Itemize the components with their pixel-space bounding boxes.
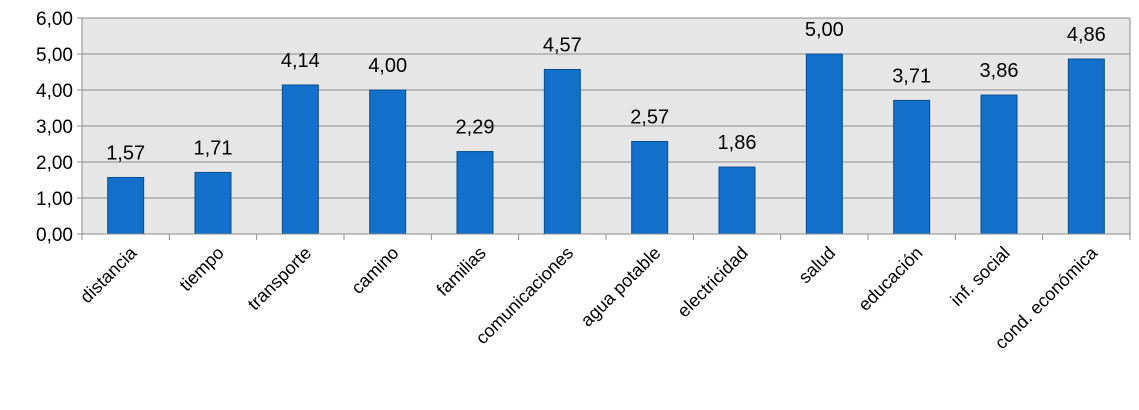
x-tick-label: educación <box>854 243 926 315</box>
data-label: 4,14 <box>281 50 320 72</box>
bar <box>194 171 232 235</box>
y-tick-label: 4,00 <box>36 81 73 102</box>
x-tick-label: agua potable <box>577 243 665 331</box>
x-tick-label: distancia <box>76 242 141 307</box>
data-label: 1,57 <box>106 142 145 164</box>
y-tick-label: 0,00 <box>36 225 73 246</box>
bars <box>107 53 1105 235</box>
data-label: 2,57 <box>630 106 669 128</box>
bar <box>980 94 1018 235</box>
x-tick-label: tiempo <box>175 243 227 295</box>
y-tick-label: 6,00 <box>36 9 73 30</box>
x-tick-label: inf. social <box>947 243 1014 310</box>
bar <box>718 166 756 235</box>
axes <box>77 17 1131 240</box>
y-tick-label: 3,00 <box>36 117 73 138</box>
bar <box>805 53 843 235</box>
x-axis-tick-labels: distancia tiempo transporte camino familiasc… <box>76 242 1102 353</box>
x-tick-label: camino <box>347 243 402 298</box>
data-label: 4,57 <box>543 34 582 56</box>
bar <box>107 176 145 235</box>
data-labels: 1,57 1,71 4,14 4,00 2,29 4,57 2,57 1,86 5,00 3,71… <box>106 19 1106 164</box>
data-label: 3,86 <box>980 60 1019 82</box>
x-tick-label: salud <box>795 243 840 288</box>
data-label: 1,86 <box>718 132 757 154</box>
data-label: 3,71 <box>892 65 931 87</box>
data-label: 4,86 <box>1067 24 1106 46</box>
y-tick-label: 5,00 <box>36 45 73 66</box>
x-tick-label: electricidad <box>673 243 752 322</box>
bar <box>543 68 581 235</box>
x-tick-label: familias <box>433 243 490 300</box>
data-label: 2,29 <box>456 117 495 139</box>
y-axis-tick-labels: 0,00 1,00 2,00 3,00 4,00 5,00 6,00 <box>36 9 73 246</box>
bar <box>893 99 931 235</box>
y-tick-label: 1,00 <box>36 189 73 210</box>
data-label: 1,71 <box>194 137 233 159</box>
x-tick-label: transporte <box>244 243 315 314</box>
data-label: 5,00 <box>805 19 844 41</box>
bar <box>281 84 319 235</box>
bar <box>1067 58 1105 235</box>
bar <box>631 140 669 235</box>
bar <box>369 89 407 235</box>
y-tick-label: 2,00 <box>36 153 73 174</box>
data-label: 4,00 <box>368 55 407 77</box>
bar <box>456 151 494 235</box>
